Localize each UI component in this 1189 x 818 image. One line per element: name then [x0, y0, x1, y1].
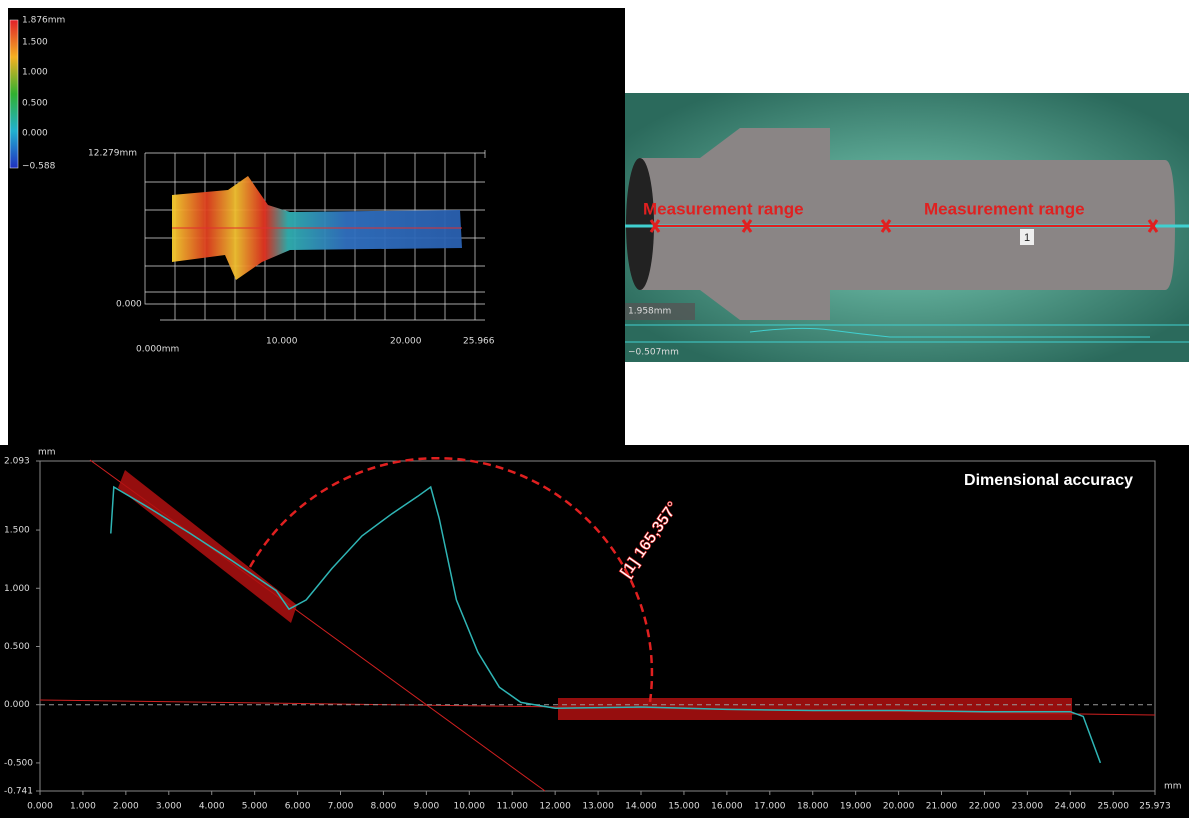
axis-label: 0.000mm [136, 345, 179, 355]
y-unit: mm [38, 448, 56, 458]
axis-label: 0.000 [116, 300, 142, 310]
marker: 1 [1024, 232, 1030, 244]
axis-label: 10.000 [266, 337, 298, 347]
part-bore [626, 158, 654, 290]
x-tick-label: 3.000 [156, 802, 182, 812]
colorbar-label: −0.588 [22, 162, 56, 172]
y-tick-label: 1.000 [4, 584, 30, 594]
x-tick-label: 11.000 [496, 802, 528, 812]
x-tick-label: 9.000 [413, 802, 439, 812]
page: { "height_map": { "colorbar_labels": ["1… [0, 0, 1189, 818]
x-tick-label: 25.973 [1139, 802, 1171, 812]
colorbar [10, 20, 18, 168]
x-tick-label: 20.000 [883, 802, 915, 812]
y-tick-label: 0.000 [4, 700, 30, 710]
x-tick-label: 6.000 [285, 802, 311, 812]
x-tick-label: 23.000 [1012, 802, 1044, 812]
axis-label: 20.000 [390, 337, 422, 347]
scale-label: 1.958mm [628, 307, 671, 317]
x-tick-label: 8.000 [371, 802, 397, 812]
axis-label: 12.279mm [88, 149, 137, 159]
y-tick-label: -0.500 [4, 758, 33, 768]
x-tick-label: 1.000 [70, 802, 96, 812]
x-tick-label: 18.000 [797, 802, 829, 812]
range-label: Measurement range [643, 199, 804, 218]
x-tick-label: 14.000 [625, 802, 657, 812]
x-tick-label: 0.000 [27, 802, 53, 812]
x-tick-label: 5.000 [242, 802, 268, 812]
axis-label: 25.966 [463, 337, 495, 347]
chart-background [0, 445, 1189, 818]
colorbar-label: 1.000 [22, 68, 48, 78]
x-tick-label: 4.000 [199, 802, 225, 812]
chart-title: Dimensional accuracy [964, 472, 1133, 489]
x-tick-label: 19.000 [840, 802, 872, 812]
colorbar-label: 1.876mm [22, 16, 65, 26]
x-tick-label: 15.000 [668, 802, 700, 812]
y-tick-label: 1.500 [4, 526, 30, 536]
profile-chart: [1] 165,357° Dimensional accuracy mm mm … [0, 445, 1189, 818]
x-tick-label: 21.000 [926, 802, 958, 812]
colorbar-label: 0.500 [22, 99, 48, 109]
x-tick-label: 25.000 [1097, 802, 1129, 812]
colorbar-label: 1.500 [22, 38, 48, 48]
x-tick-label: 2.000 [113, 802, 139, 812]
y-tick-label: -0.741 [4, 787, 33, 797]
range-label: Measurement range [924, 199, 1085, 218]
x-tick-label: 10.000 [454, 802, 486, 812]
top-panels: 1.876mm 1.500 1.000 0.500 0.000 −0.588 1… [0, 0, 1189, 445]
y-tick-label: 0.500 [4, 642, 30, 652]
x-tick-label: 24.000 [1055, 802, 1087, 812]
x-tick-label: 17.000 [754, 802, 786, 812]
x-tick-label: 7.000 [328, 802, 354, 812]
colorbar-label: 0.000 [22, 129, 48, 139]
x-tick-label: 16.000 [711, 802, 743, 812]
scale-label: −0.507mm [628, 348, 679, 358]
x-tick-label: 12.000 [539, 802, 571, 812]
x-unit: mm [1164, 782, 1182, 792]
y-tick-label: 2.093 [4, 457, 30, 467]
x-tick-label: 22.000 [969, 802, 1001, 812]
x-tick-label: 13.000 [582, 802, 614, 812]
fit-band [558, 698, 1072, 720]
